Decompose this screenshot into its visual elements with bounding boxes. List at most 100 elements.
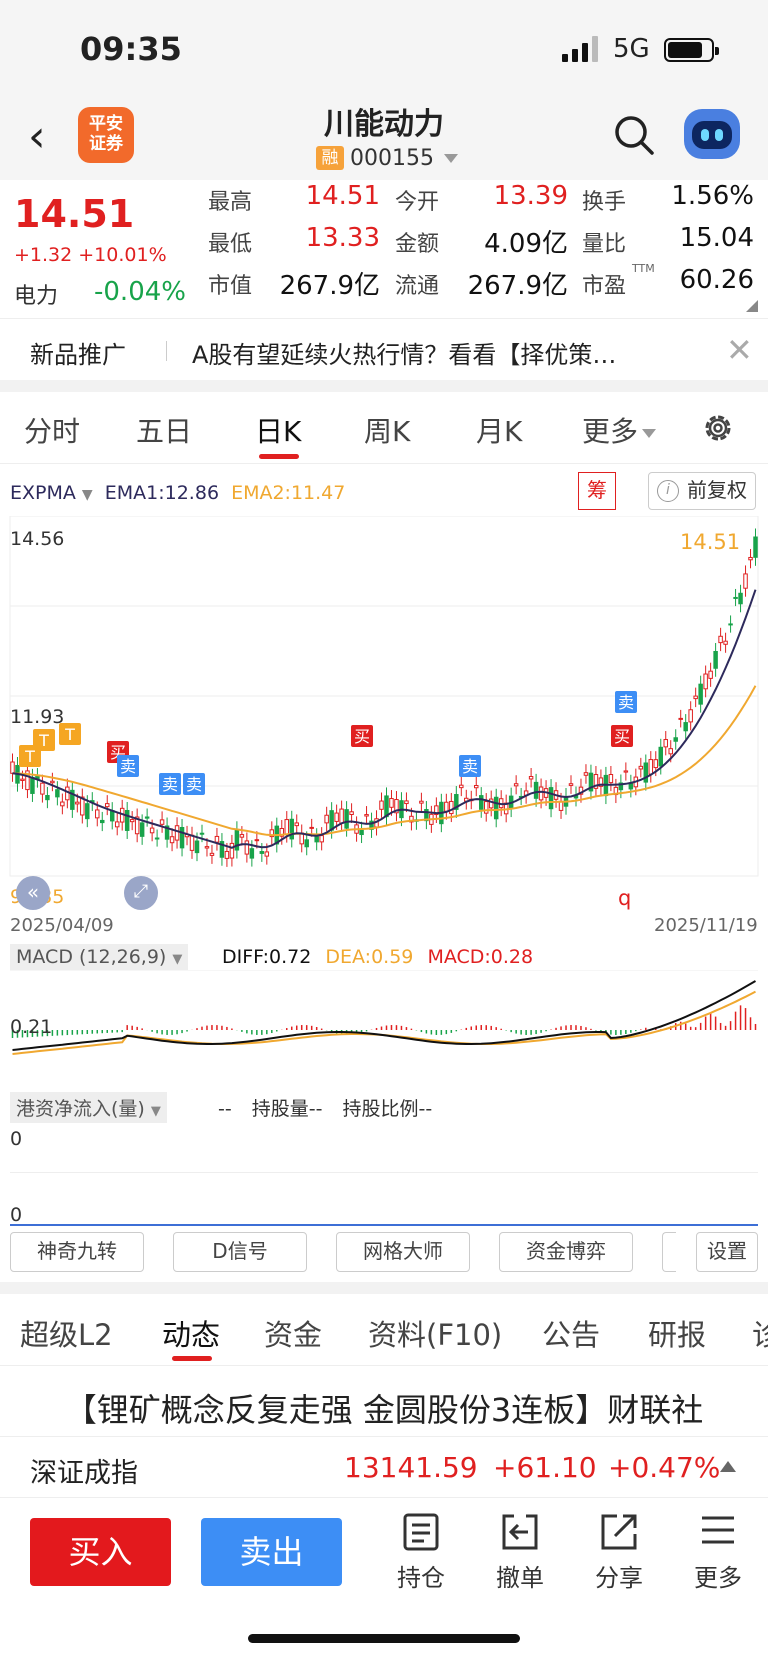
tab-level2[interactable]: 超级L2 [20, 1318, 113, 1352]
candle-body [80, 796, 85, 816]
gear-icon[interactable] [700, 410, 736, 446]
info-icon: i [657, 480, 679, 502]
candle-body [658, 746, 664, 767]
share-button[interactable]: 分享 [579, 1512, 659, 1593]
tool-shenqi-button[interactable]: 神奇九转 [10, 1232, 144, 1272]
ema2-line [12, 685, 757, 837]
buy-button[interactable]: 买入 [30, 1518, 171, 1586]
hkflow-baseline [10, 1224, 758, 1226]
stock-code: 000155 [350, 145, 434, 171]
signal-marker [159, 773, 181, 795]
hkflow-y-bottom: 0 [10, 1204, 23, 1226]
sector-name[interactable]: 电力 [14, 284, 59, 309]
assistant-robot-icon[interactable] [684, 109, 740, 159]
candle-body [339, 808, 344, 824]
stock-name: 川能动力 [324, 107, 444, 142]
quote-label: 市盈 [582, 274, 627, 299]
y-axis-top: 14.56 [10, 528, 65, 550]
signal-marker [117, 755, 139, 777]
signal-marker [611, 725, 633, 747]
candle-body [478, 795, 484, 810]
quote-value: 13.33 [305, 223, 380, 253]
candle-body [20, 778, 25, 781]
candle-body [85, 803, 90, 820]
divider [166, 341, 167, 361]
close-icon[interactable]: ✕ [726, 331, 753, 369]
candle-body [349, 811, 354, 816]
cancel-order-button[interactable]: 撤单 [480, 1512, 560, 1593]
active-tab-underline [259, 454, 299, 459]
tool-fund-button[interactable]: 资金博弈 [499, 1232, 633, 1272]
status-time: 09:35 [80, 30, 182, 68]
signal-marker [59, 723, 81, 745]
broker-logo[interactable]: 平安 证券 [78, 107, 134, 163]
tab-more-label: 更多 [582, 415, 639, 448]
stock-code-selector[interactable]: 融 000155 [316, 145, 458, 171]
news-strip[interactable]: 新品推广 A股有望延续火热行情？看看【择优策… ✕ [0, 318, 768, 380]
candle-body [10, 761, 15, 774]
candle-body [179, 826, 185, 849]
candle-body [738, 592, 743, 605]
candle-body [50, 780, 55, 784]
date-start: 2025/04/09 [10, 915, 114, 936]
candle-body [743, 573, 748, 589]
hkflow-dash: -- [218, 1098, 232, 1120]
tab-more[interactable]: 更多 [582, 410, 657, 450]
news-text[interactable]: A股有望延续火热行情？看看【择优策… [192, 341, 617, 369]
tool-d-signal-button[interactable]: D信号 [173, 1232, 307, 1272]
macd-values: DIFF:0.72 DEA:0.59 MACD:0.28 [222, 946, 533, 968]
candle-body [319, 835, 324, 843]
signal-marker [351, 725, 373, 747]
tab-week-k[interactable]: 周K [364, 415, 411, 448]
tab-research[interactable]: 研报 [648, 1318, 707, 1352]
scroll-left-button[interactable]: « [16, 876, 50, 910]
candle-body [214, 835, 220, 843]
network-label: 5G [613, 34, 650, 64]
candle-body [623, 770, 629, 773]
tab-announcement[interactable]: 公告 [542, 1318, 601, 1352]
index-ticker[interactable]: 深证成指 13141.59 +61.10 +0.47% [0, 1436, 768, 1498]
candle-body [598, 777, 604, 787]
candle-body [394, 799, 399, 814]
expand-corner-icon[interactable] [746, 300, 758, 312]
positions-button[interactable]: 持仓 [381, 1512, 461, 1593]
quote-value: 13.39 [493, 181, 568, 211]
tab-wuri[interactable]: 五日 [136, 415, 193, 448]
news-headline[interactable]: 【锂矿概念反复走强 金圆股份3连板】财联社 [64, 1391, 704, 1429]
hkflow-selector[interactable]: 港资净流入(量) ▼ [10, 1092, 167, 1123]
fullscreen-icon[interactable]: ⤢ [124, 876, 158, 910]
sell-button[interactable]: 卖出 [201, 1518, 342, 1586]
tool-settings-button[interactable]: 设置 [696, 1232, 758, 1272]
quote-value: 4.09亿 [484, 229, 568, 259]
candle-body [134, 816, 140, 835]
chip-distribution-button[interactable]: 筹 [578, 472, 616, 510]
index-value: 13141.59 [344, 1451, 478, 1484]
price-change: +1.32 +10.01% [14, 244, 167, 266]
tab-month-k[interactable]: 月K [476, 415, 523, 448]
tab-day-k[interactable]: 日K [255, 415, 302, 448]
tab-news[interactable]: 动态 [162, 1318, 221, 1352]
adjust-selector[interactable]: i 前复权 [648, 472, 756, 510]
tab-funds[interactable]: 资金 [264, 1318, 323, 1352]
tab-diagnosis[interactable]: 诊 [752, 1312, 768, 1354]
macd-chart[interactable] [0, 970, 768, 1090]
margin-badge: 融 [316, 146, 344, 170]
tab-fenshi[interactable]: 分时 [24, 415, 81, 448]
candle-body [309, 826, 314, 829]
candle-body [593, 774, 599, 789]
tool-grid-button[interactable]: 网格大师 [336, 1232, 470, 1272]
chevron-up-icon[interactable] [720, 1461, 736, 1472]
tool-more-button[interactable] [662, 1232, 676, 1272]
ema2-value: EMA2:11.47 [231, 482, 346, 504]
indicator-selector[interactable]: EXPMA ▼ [10, 482, 93, 504]
macd-selector[interactable]: MACD (12,26,9) ▼ [10, 944, 189, 970]
back-button[interactable]: ‹ [28, 111, 46, 162]
candle-body [129, 819, 135, 823]
more-button[interactable]: 更多 [678, 1512, 758, 1593]
signal-marker [459, 755, 481, 777]
tab-f10[interactable]: 资料(F10) [368, 1318, 503, 1352]
search-icon[interactable] [612, 113, 656, 157]
ema1-value: EMA1:12.86 [104, 482, 220, 504]
candle-body [703, 673, 708, 690]
